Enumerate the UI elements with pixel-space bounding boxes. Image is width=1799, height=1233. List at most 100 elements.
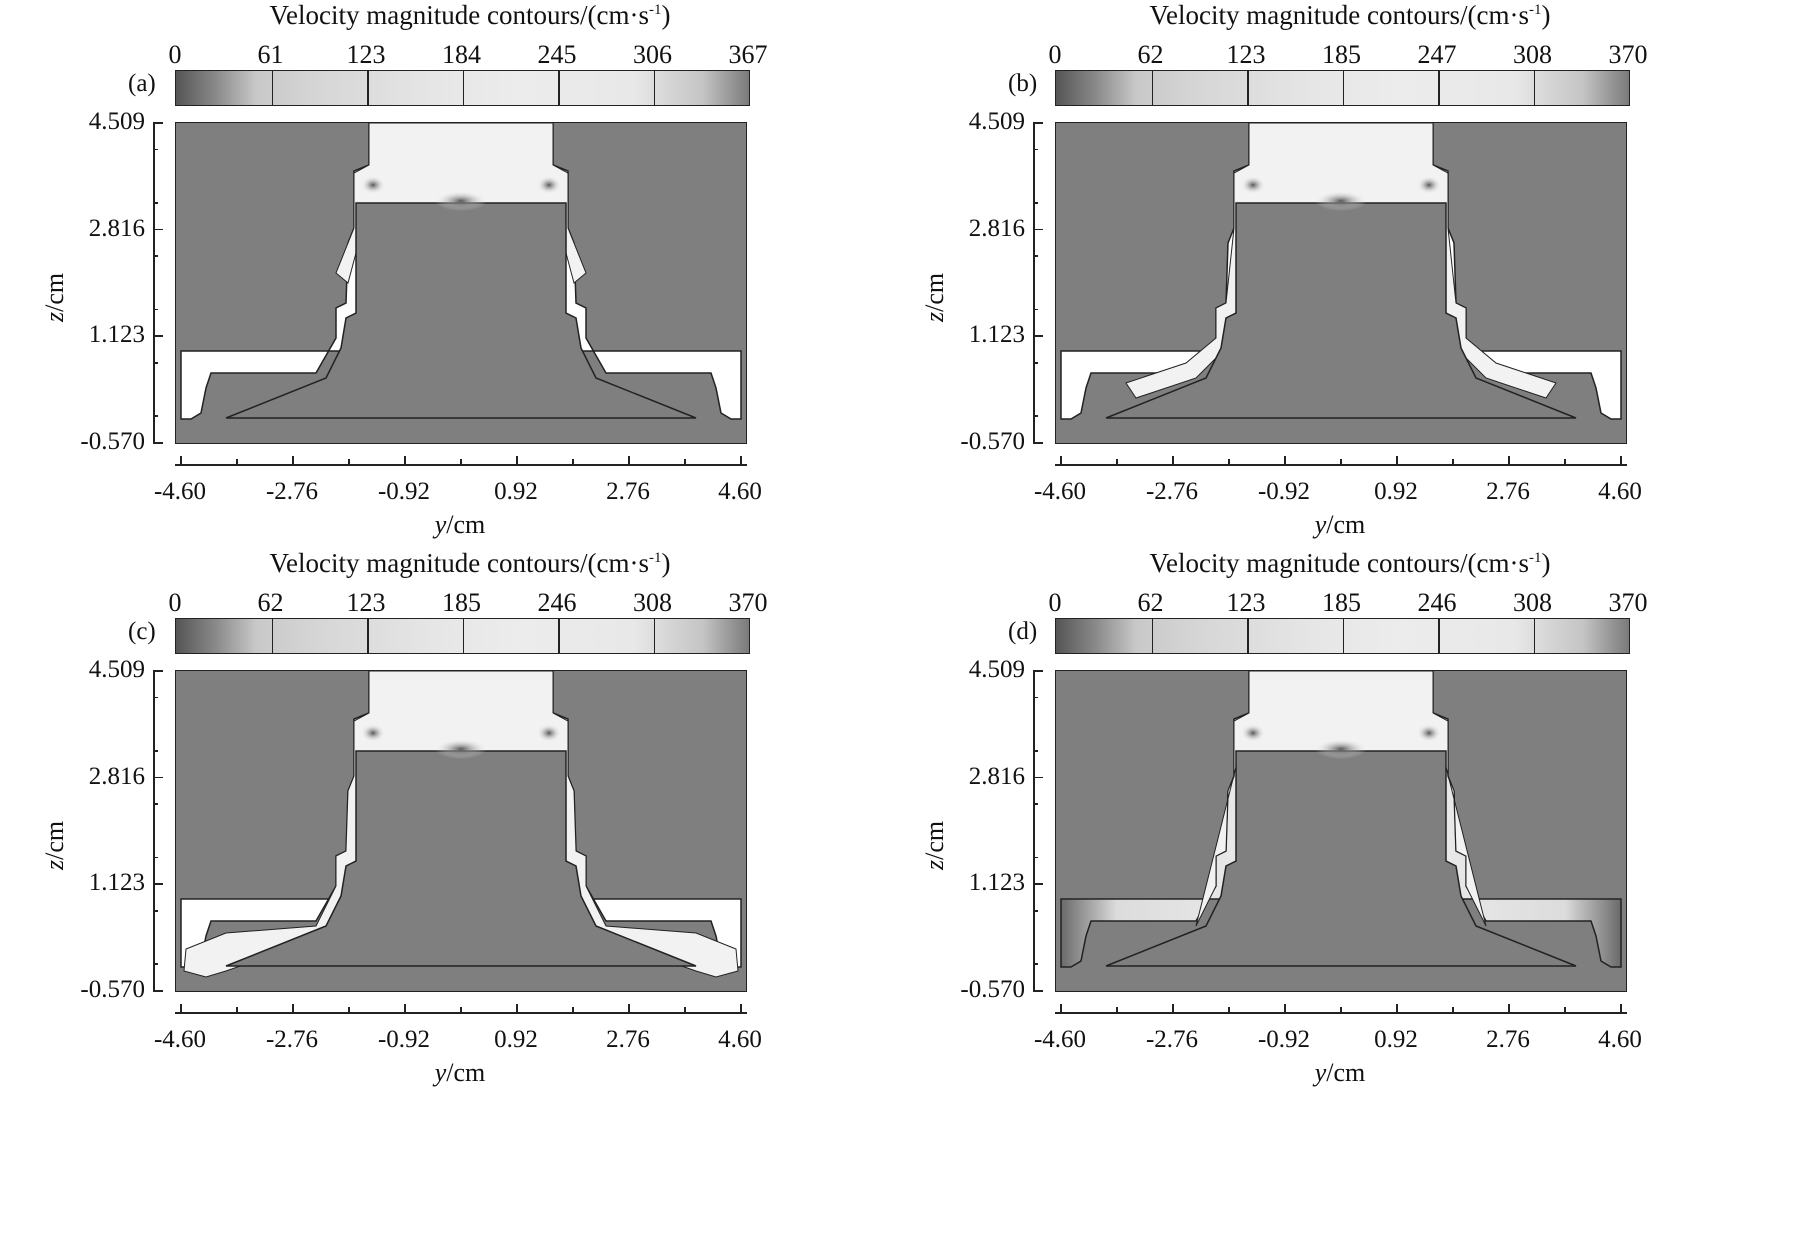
colorbar-separator: [1151, 619, 1153, 653]
colorbar-separator: [367, 619, 369, 653]
colorbar-separator: [462, 71, 464, 105]
x-minor-tick: [1564, 459, 1566, 464]
x-tick: [628, 456, 630, 465]
colorbar-separator: [653, 619, 655, 653]
panel-c: Velocity magnitude contours/(cm·s-1) (c) 0…: [0, 548, 880, 1158]
y-minor-tick: [153, 362, 158, 364]
panel-label: (a): [128, 70, 156, 97]
x-tick: [1172, 456, 1174, 465]
y-axis-var: z: [40, 859, 69, 870]
y-minor-tick: [1033, 255, 1038, 257]
x-tick: [740, 1004, 742, 1013]
x-tick-label: -4.60: [153, 478, 207, 505]
colorbar-tick-label: 0: [168, 40, 182, 69]
colorbar-separator: [1247, 71, 1249, 105]
x-tick: [292, 1004, 294, 1013]
y-axis-var: z: [920, 859, 949, 870]
x-tick-label: -0.92: [1257, 478, 1311, 505]
y-axis-unit: /cm: [920, 272, 949, 312]
panel-b: Velocity magnitude contours/(cm·s-1) (b) 0…: [880, 0, 1760, 610]
colorbar-separator: [1438, 619, 1440, 653]
colorbar-separator: [1342, 619, 1344, 653]
velocity-spot: [1315, 739, 1367, 759]
y-axis-label: z/cm: [40, 821, 70, 870]
y-minor-tick: [153, 803, 158, 805]
x-minor-tick: [1228, 1007, 1230, 1012]
y-tick-label: 4.509: [88, 656, 145, 683]
y-tick: [1033, 990, 1043, 992]
contour-svg: [1060, 123, 1622, 420]
y-axis: [1033, 122, 1035, 444]
y-minor-tick: [153, 415, 158, 417]
title-text: Velocity magnitude contours/(cm·s: [269, 0, 649, 30]
y-axis-label: z/cm: [920, 821, 950, 870]
y-minor-tick: [153, 202, 158, 204]
x-axis-var: y: [1314, 510, 1327, 539]
y-minor-tick: [153, 910, 158, 912]
panel-a: Velocity magnitude contours/(cm·s-1) (a) 0…: [0, 0, 880, 610]
x-tick-label: 2.76: [606, 1026, 650, 1053]
x-tick: [404, 456, 406, 465]
x-tick: [1284, 1004, 1286, 1013]
x-tick: [1508, 1004, 1510, 1013]
x-tick: [1620, 1004, 1622, 1013]
x-tick: [1172, 1004, 1174, 1013]
colorbar-tick-label: 245: [537, 40, 577, 69]
x-tick: [180, 456, 182, 465]
x-tick: [1396, 1004, 1398, 1013]
x-tick-label: -4.60: [1033, 1026, 1087, 1053]
y-tick-label: 2.816: [968, 214, 1025, 242]
x-tick: [516, 456, 518, 465]
panel-title: Velocity magnitude contours/(cm·s-1): [1150, 0, 1551, 31]
mould-core: [1105, 750, 1577, 967]
title-text: Velocity magnitude contours/(cm·s: [1149, 548, 1529, 578]
colorbar-separator: [558, 71, 560, 105]
x-tick-label: 2.76: [1486, 1026, 1530, 1053]
x-tick-label: -0.92: [1257, 1026, 1311, 1053]
x-axis: [1055, 1012, 1627, 1014]
x-tick-label: 4.60: [718, 1026, 762, 1053]
x-tick-label: -2.76: [265, 1026, 319, 1053]
velocity-spot: [361, 724, 385, 742]
panel-label: (c): [128, 618, 156, 645]
x-axis-unit: /cm: [1326, 510, 1366, 539]
colorbar-tick-label: 123: [346, 40, 386, 69]
y-tick: [1033, 335, 1043, 337]
colorbar-tick-label: 370: [1608, 40, 1648, 69]
colorbar-tick-label: 0: [168, 588, 182, 617]
y-minor-tick: [153, 255, 158, 257]
colorbar-tick-label: 62: [1137, 40, 1164, 69]
contour-plot: [1055, 670, 1627, 992]
colorbar: [1055, 70, 1630, 106]
colorbar-separator: [1438, 71, 1440, 105]
contour-svg: [180, 123, 742, 420]
y-tick: [153, 335, 163, 337]
x-tick: [628, 1004, 630, 1013]
y-tick: [1033, 670, 1043, 672]
x-tick-label: -4.60: [153, 1026, 207, 1053]
x-tick-label: -0.92: [377, 1026, 431, 1053]
colorbar-separator: [462, 619, 464, 653]
x-minor-tick: [572, 459, 574, 464]
y-minor-tick: [153, 750, 158, 752]
x-tick-label: -2.76: [1145, 1026, 1199, 1053]
y-minor-tick: [1033, 803, 1038, 805]
x-tick-label: 4.60: [1598, 478, 1642, 505]
velocity-spot: [537, 724, 561, 742]
x-tick-label: 4.60: [718, 478, 762, 505]
y-minor-tick: [153, 308, 158, 311]
colorbar-tick-label: 61: [257, 40, 284, 69]
colorbar-separator: [1533, 619, 1535, 653]
x-tick: [1284, 456, 1286, 465]
y-axis: [153, 122, 155, 444]
title-close: ): [1541, 0, 1551, 30]
y-tick: [1033, 776, 1043, 779]
x-minor-tick: [1116, 459, 1118, 464]
x-tick-label: -0.92: [377, 478, 431, 505]
colorbar-separator: [271, 619, 273, 653]
colorbar-tick-label: 370: [728, 588, 768, 617]
x-minor-tick: [236, 459, 238, 464]
y-tick: [1033, 228, 1043, 231]
x-tick: [1508, 456, 1510, 465]
x-axis-label: y/cm: [1315, 510, 1366, 540]
